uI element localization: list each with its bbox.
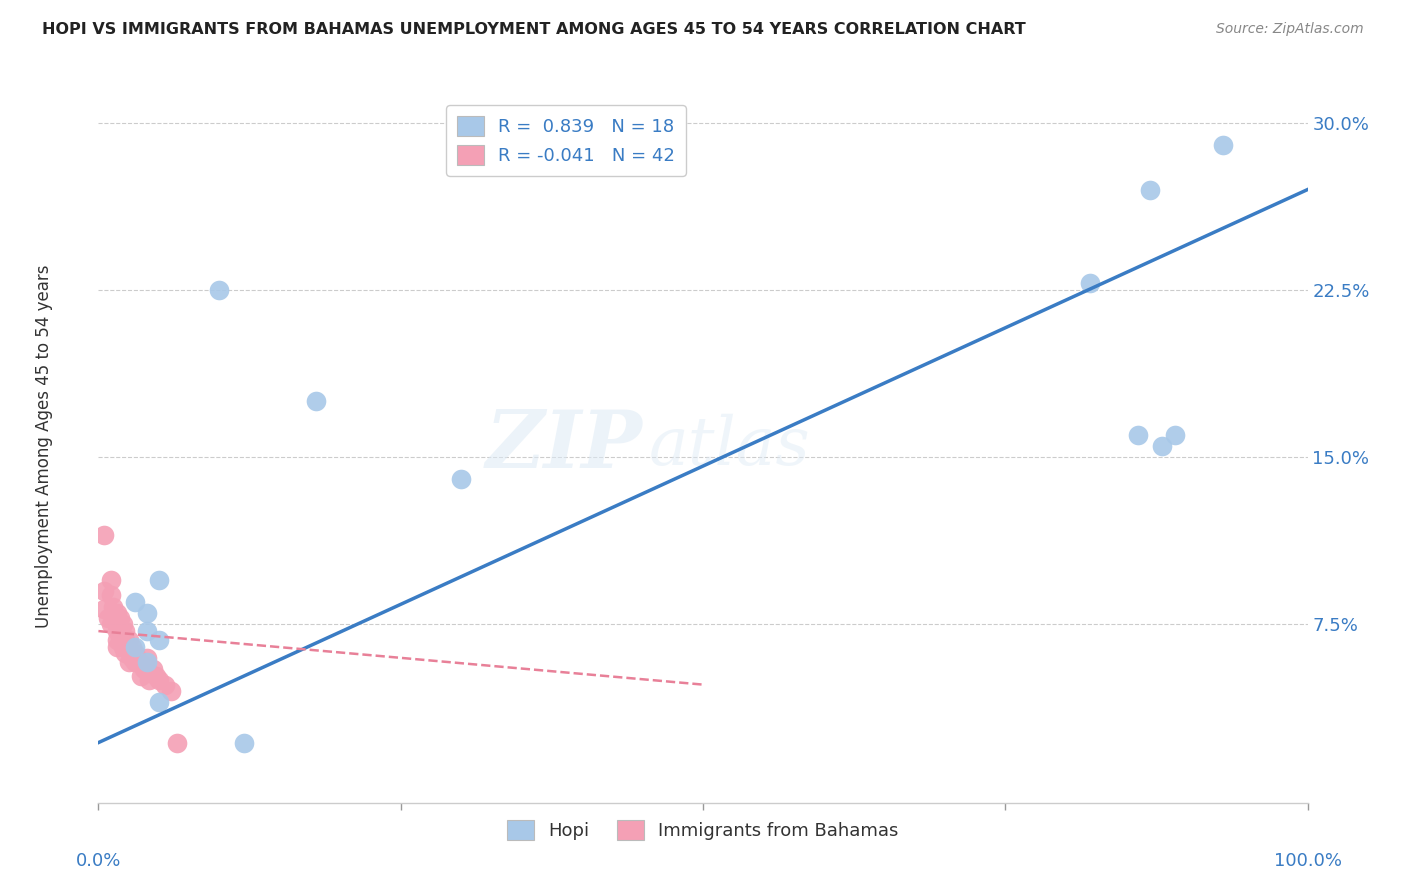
Point	[124, 646, 146, 660]
Point	[108, 610, 131, 624]
Point	[124, 595, 146, 609]
Text: atlas: atlas	[648, 413, 810, 479]
Point	[127, 651, 149, 665]
Point	[121, 640, 143, 654]
Point	[134, 662, 156, 676]
Point	[148, 696, 170, 710]
Point	[114, 633, 136, 648]
Point	[148, 573, 170, 587]
Text: 0.0%: 0.0%	[76, 852, 121, 870]
Point	[108, 624, 131, 639]
Point	[101, 599, 124, 614]
Point	[1212, 137, 1234, 152]
Point	[1139, 182, 1161, 196]
Point	[166, 735, 188, 749]
Text: HOPI VS IMMIGRANTS FROM BAHAMAS UNEMPLOYMENT AMONG AGES 45 TO 54 YEARS CORRELATI: HOPI VS IMMIGRANTS FROM BAHAMAS UNEMPLOY…	[42, 22, 1026, 37]
Point	[208, 283, 231, 297]
Point	[111, 617, 134, 632]
Point	[100, 573, 122, 587]
Point	[129, 669, 152, 683]
Point	[93, 528, 115, 542]
Point	[135, 655, 157, 669]
Point	[97, 610, 120, 624]
Text: ZIP: ZIP	[485, 408, 643, 484]
Point	[105, 607, 128, 621]
Point	[148, 673, 170, 687]
Point	[105, 624, 128, 639]
Point	[148, 633, 170, 648]
Point	[114, 646, 136, 660]
Point	[135, 662, 157, 676]
Point	[121, 651, 143, 665]
Point	[305, 394, 328, 409]
Point	[135, 651, 157, 665]
Point	[111, 640, 134, 654]
Text: 100.0%: 100.0%	[1274, 852, 1341, 870]
Point	[1163, 427, 1185, 442]
Point	[93, 601, 115, 615]
Point	[124, 640, 146, 654]
Point	[1078, 276, 1101, 290]
Point	[1128, 427, 1150, 442]
Point	[142, 662, 165, 676]
Point	[105, 640, 128, 654]
Text: Unemployment Among Ages 45 to 54 years: Unemployment Among Ages 45 to 54 years	[35, 264, 53, 628]
Point	[1152, 439, 1174, 453]
Legend: Hopi, Immigrants from Bahamas: Hopi, Immigrants from Bahamas	[501, 813, 905, 847]
Point	[129, 655, 152, 669]
Point	[100, 589, 122, 603]
Point	[118, 644, 141, 658]
Point	[118, 655, 141, 669]
Point	[118, 633, 141, 648]
Point	[105, 617, 128, 632]
Point	[124, 655, 146, 669]
Point	[135, 607, 157, 621]
Point	[450, 472, 472, 486]
Point	[153, 678, 176, 692]
Point	[160, 684, 183, 698]
Point	[138, 673, 160, 687]
Point	[105, 633, 128, 648]
Point	[135, 624, 157, 639]
Text: Source: ZipAtlas.com: Source: ZipAtlas.com	[1216, 22, 1364, 37]
Point	[232, 735, 254, 749]
Point	[114, 624, 136, 639]
Point	[108, 633, 131, 648]
Point	[145, 669, 167, 683]
Point	[111, 628, 134, 642]
Point	[93, 583, 115, 598]
Point	[100, 617, 122, 632]
